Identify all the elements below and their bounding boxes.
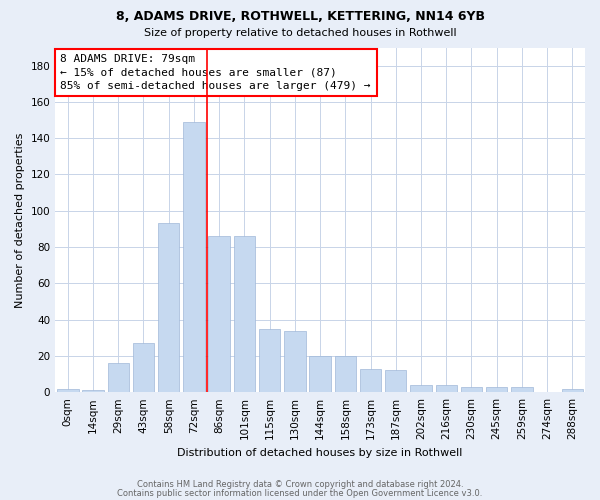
Bar — [107, 363, 129, 392]
Bar — [158, 224, 179, 392]
Bar — [57, 388, 79, 392]
Bar — [82, 390, 104, 392]
Text: 8 ADAMS DRIVE: 79sqm
← 15% of detached houses are smaller (87)
85% of semi-detac: 8 ADAMS DRIVE: 79sqm ← 15% of detached h… — [61, 54, 371, 91]
Bar — [259, 328, 280, 392]
X-axis label: Distribution of detached houses by size in Rothwell: Distribution of detached houses by size … — [178, 448, 463, 458]
Bar — [436, 385, 457, 392]
Text: 8, ADAMS DRIVE, ROTHWELL, KETTERING, NN14 6YB: 8, ADAMS DRIVE, ROTHWELL, KETTERING, NN1… — [115, 10, 485, 23]
Bar — [208, 236, 230, 392]
Bar — [486, 386, 508, 392]
Bar — [310, 356, 331, 392]
Bar — [183, 122, 205, 392]
Text: Contains public sector information licensed under the Open Government Licence v3: Contains public sector information licen… — [118, 490, 482, 498]
Bar — [233, 236, 255, 392]
Bar — [511, 386, 533, 392]
Text: Size of property relative to detached houses in Rothwell: Size of property relative to detached ho… — [143, 28, 457, 38]
Bar — [461, 386, 482, 392]
Bar — [562, 388, 583, 392]
Bar — [360, 368, 381, 392]
Bar — [385, 370, 406, 392]
Bar — [284, 330, 305, 392]
Bar — [410, 385, 432, 392]
Bar — [133, 343, 154, 392]
Text: Contains HM Land Registry data © Crown copyright and database right 2024.: Contains HM Land Registry data © Crown c… — [137, 480, 463, 489]
Y-axis label: Number of detached properties: Number of detached properties — [15, 132, 25, 308]
Bar — [335, 356, 356, 392]
